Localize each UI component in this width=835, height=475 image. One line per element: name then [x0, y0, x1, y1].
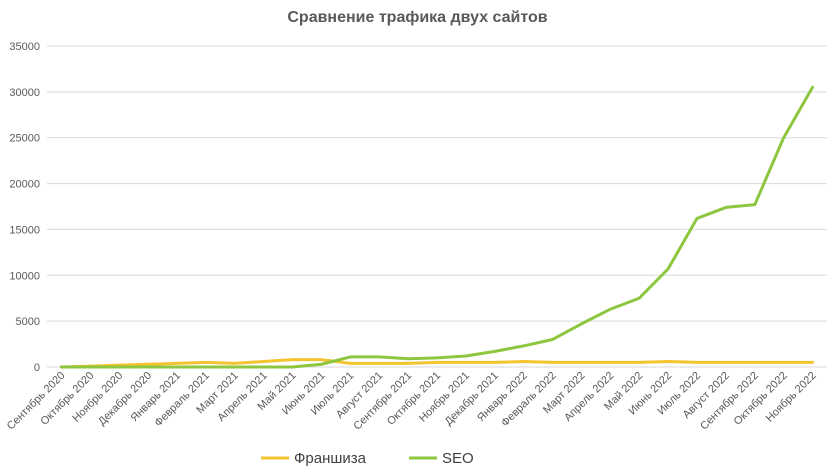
legend-label: SEO [442, 450, 474, 467]
legend-label: Франшиза [294, 450, 367, 467]
chart-title: Сравнение трафика двух сайтов [287, 9, 548, 26]
gridlines [47, 45, 827, 368]
y-axis-ticks: 0 5000 10000 15000 20000 25000 30000 35000 [9, 41, 40, 374]
y-tick-label: 10000 [9, 270, 40, 282]
y-tick-label: 35000 [9, 41, 40, 53]
legend: Франшиза SEO [261, 450, 474, 467]
series-line-franchise [59, 358, 815, 369]
y-tick-label: 5000 [16, 316, 40, 328]
y-tick-label: 25000 [9, 133, 40, 145]
y-tick-label: 30000 [9, 87, 40, 99]
y-tick-label: 15000 [9, 224, 40, 236]
y-tick-label: 20000 [9, 179, 40, 191]
series-line-seo [59, 85, 815, 369]
y-tick-label: 0 [34, 362, 40, 374]
series-lines [59, 85, 815, 369]
